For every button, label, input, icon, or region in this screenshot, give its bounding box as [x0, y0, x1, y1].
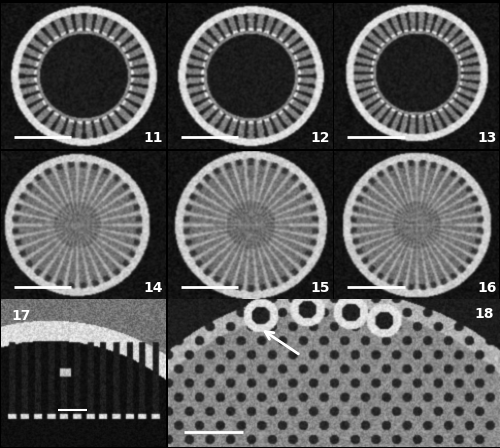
Text: 17: 17 — [12, 309, 31, 323]
Text: 13: 13 — [477, 131, 496, 145]
Text: 18: 18 — [475, 307, 494, 321]
Text: 15: 15 — [310, 281, 330, 295]
Text: 11: 11 — [144, 131, 163, 145]
Text: 14: 14 — [144, 281, 163, 295]
Text: 12: 12 — [310, 131, 330, 145]
Text: 16: 16 — [477, 281, 496, 295]
